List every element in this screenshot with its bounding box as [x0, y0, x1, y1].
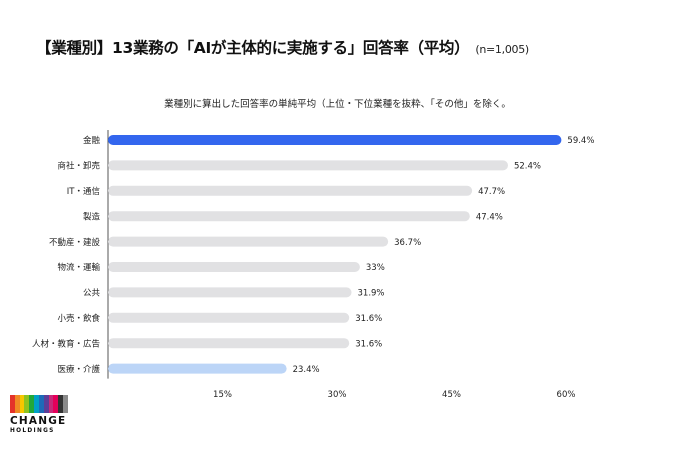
- data-label: 31.6%: [355, 339, 382, 349]
- bar: [108, 287, 352, 298]
- logo-line2: HOLDINGS: [10, 427, 55, 434]
- category-label: 金融: [83, 135, 101, 146]
- logo-color-bars: [10, 395, 68, 413]
- data-label: 31.9%: [358, 289, 385, 299]
- title-text: 【業種別】13業務の「AIが主体的に実施する」回答率（平均）: [36, 39, 470, 57]
- data-label: 33%: [366, 263, 385, 273]
- data-label: 36.7%: [394, 238, 421, 248]
- chart-title: 【業種別】13業務の「AIが主体的に実施する」回答率（平均） (n=1,005): [36, 36, 656, 58]
- category-label: 公共: [83, 289, 101, 299]
- bar: [108, 262, 360, 272]
- data-label: 47.4%: [476, 212, 503, 222]
- chart-subtitle: 業種別に算出した回答率の単純平均（上位・下位業種を抜粋、「その他」を除く。: [164, 99, 511, 110]
- category-label: IT・通信: [67, 186, 101, 197]
- data-label: 23.4%: [293, 365, 320, 375]
- category-label: 製造: [83, 211, 101, 222]
- data-label: 31.6%: [355, 314, 382, 324]
- bar: [108, 211, 470, 222]
- bar: [108, 338, 350, 349]
- x-tick-label: 60%: [557, 390, 576, 400]
- company-logo: CHANGE HOLDINGS: [10, 395, 75, 440]
- x-tick-label: 45%: [442, 390, 461, 400]
- bar: [108, 160, 508, 171]
- category-label: 小売・飲食: [57, 313, 100, 324]
- x-tick-label: 30%: [328, 390, 347, 400]
- bar: [108, 185, 473, 196]
- x-tick-label: 15%: [213, 390, 232, 400]
- category-label: 不動産・建設: [49, 237, 101, 248]
- bar: [108, 363, 287, 374]
- data-label: 52.4%: [514, 162, 541, 172]
- category-label: 商社・卸売: [57, 161, 100, 172]
- bar: [108, 236, 389, 247]
- category-label: 物流・運輸: [57, 262, 100, 273]
- bar: [108, 312, 350, 323]
- sample-size: (n=1,005): [475, 43, 529, 56]
- bar: [108, 135, 562, 145]
- data-label: 47.7%: [478, 187, 505, 197]
- data-label: 59.4%: [567, 136, 594, 146]
- category-label: 医療・介護: [57, 364, 100, 375]
- category-label: 人材・教育・広告: [32, 338, 100, 349]
- logo-line1: CHANGE: [10, 415, 67, 427]
